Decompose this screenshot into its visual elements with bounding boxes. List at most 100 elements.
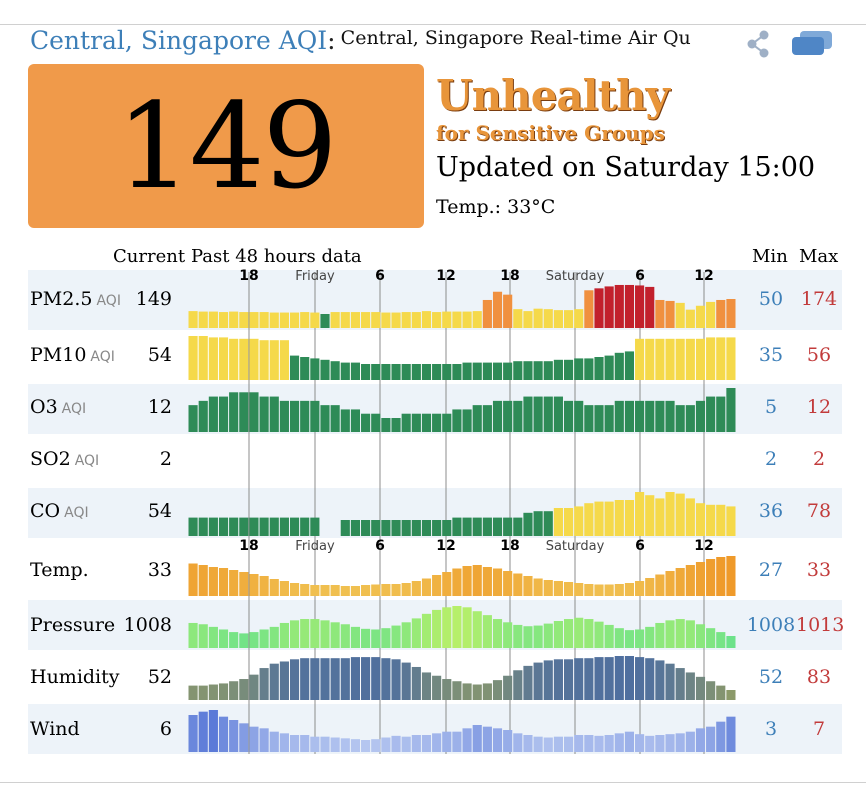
history-bar bbox=[635, 629, 645, 648]
history-bar bbox=[289, 400, 300, 432]
history-bar bbox=[563, 359, 574, 380]
row-label[interactable]: Temp. bbox=[30, 559, 89, 581]
history-bar bbox=[523, 735, 533, 752]
row-name: PM10 bbox=[30, 344, 87, 366]
history-bar bbox=[279, 340, 289, 380]
history-bar bbox=[249, 726, 259, 752]
history-bar bbox=[442, 520, 452, 536]
history-bar bbox=[533, 662, 543, 700]
history-bar bbox=[391, 625, 401, 648]
row-label[interactable]: SO2 AQI bbox=[30, 448, 99, 470]
history-bar bbox=[655, 574, 665, 596]
history-bar bbox=[604, 624, 614, 648]
history-bar bbox=[655, 400, 665, 432]
history-bar bbox=[411, 520, 421, 536]
history-bar bbox=[218, 568, 229, 596]
aqi-tag: AQI bbox=[61, 401, 87, 417]
row-label[interactable]: CO AQI bbox=[30, 500, 89, 522]
history-bar bbox=[482, 362, 492, 380]
history-bar bbox=[361, 740, 371, 752]
history-bar bbox=[614, 400, 624, 432]
row-label[interactable]: O3 AQI bbox=[30, 396, 86, 418]
history-bar bbox=[432, 520, 442, 536]
history-bar bbox=[320, 585, 330, 596]
history-bar bbox=[543, 623, 553, 648]
city-aqi-link[interactable]: Central, Singapore AQI bbox=[30, 26, 328, 55]
row-label[interactable]: Wind bbox=[30, 718, 80, 740]
max-value: 2 bbox=[812, 448, 826, 470]
history-bar bbox=[259, 629, 269, 648]
min-value: 27 bbox=[758, 559, 784, 581]
history-bar bbox=[645, 338, 655, 380]
time-label: 12 bbox=[694, 268, 713, 284]
history-bar bbox=[218, 629, 229, 648]
history-bar bbox=[563, 582, 574, 596]
history-bar bbox=[310, 619, 320, 648]
min-value: 36 bbox=[758, 500, 784, 522]
row-label[interactable]: PM10 AQI bbox=[30, 344, 115, 366]
history-bar bbox=[391, 312, 401, 328]
history-bar bbox=[492, 619, 503, 648]
history-bar bbox=[462, 566, 472, 596]
history-bar bbox=[188, 517, 198, 536]
share-icon[interactable] bbox=[744, 29, 774, 59]
current-value: 52 bbox=[147, 666, 172, 688]
history-bar bbox=[432, 733, 442, 752]
history-bar bbox=[269, 517, 279, 536]
history-bar bbox=[543, 361, 553, 380]
row-label[interactable]: Pressure bbox=[30, 614, 115, 636]
aqi-tag: AQI bbox=[74, 453, 100, 469]
row-name: O3 bbox=[30, 396, 58, 418]
history-bar bbox=[462, 409, 472, 432]
history-bar bbox=[675, 493, 685, 536]
history-bar bbox=[614, 352, 624, 380]
history-bar bbox=[330, 737, 340, 752]
history-bar bbox=[604, 584, 614, 596]
history-bar bbox=[188, 715, 198, 752]
history-bar bbox=[584, 358, 594, 380]
history-bar bbox=[675, 619, 685, 648]
history-bar bbox=[553, 736, 563, 752]
history-bar bbox=[361, 657, 371, 700]
history-bar bbox=[208, 396, 218, 432]
history-bar bbox=[675, 668, 685, 700]
history-bar bbox=[208, 311, 218, 328]
history-bar bbox=[208, 517, 218, 536]
history-bar bbox=[218, 396, 229, 432]
history-bar bbox=[695, 728, 706, 752]
history-bar bbox=[533, 578, 543, 596]
history-bar bbox=[726, 299, 736, 328]
history-bar bbox=[300, 584, 310, 596]
history-bar bbox=[421, 520, 432, 536]
history-bar bbox=[635, 734, 645, 752]
time-label: 6 bbox=[635, 268, 645, 284]
history-bar bbox=[269, 663, 279, 700]
history-bar bbox=[421, 311, 432, 328]
history-bar bbox=[594, 405, 604, 432]
history-bar bbox=[726, 337, 736, 380]
history-bar bbox=[411, 618, 421, 648]
history-bar bbox=[249, 338, 259, 380]
history-bar bbox=[289, 355, 300, 380]
history-bar bbox=[310, 736, 320, 752]
row-label[interactable]: PM2.5 AQI bbox=[30, 288, 121, 310]
time-label: 12 bbox=[694, 538, 713, 554]
history-bar bbox=[239, 392, 249, 432]
history-bar bbox=[411, 666, 421, 700]
history-bar bbox=[442, 572, 452, 596]
history-bar bbox=[645, 735, 655, 752]
history-bar bbox=[635, 285, 645, 328]
history-bar bbox=[432, 413, 442, 432]
history-bar bbox=[350, 409, 361, 432]
history-bar bbox=[716, 337, 726, 380]
history-bar bbox=[249, 517, 259, 536]
row-name: PM2.5 bbox=[30, 288, 93, 310]
history-bar bbox=[685, 498, 695, 536]
chat-bubbles-icon[interactable] bbox=[790, 29, 834, 59]
row-label[interactable]: Humidity bbox=[30, 666, 120, 688]
history-bar bbox=[188, 622, 198, 648]
history-bar bbox=[350, 739, 361, 752]
history-bar bbox=[361, 628, 371, 648]
history-bar bbox=[452, 681, 462, 700]
history-bar bbox=[421, 672, 432, 700]
